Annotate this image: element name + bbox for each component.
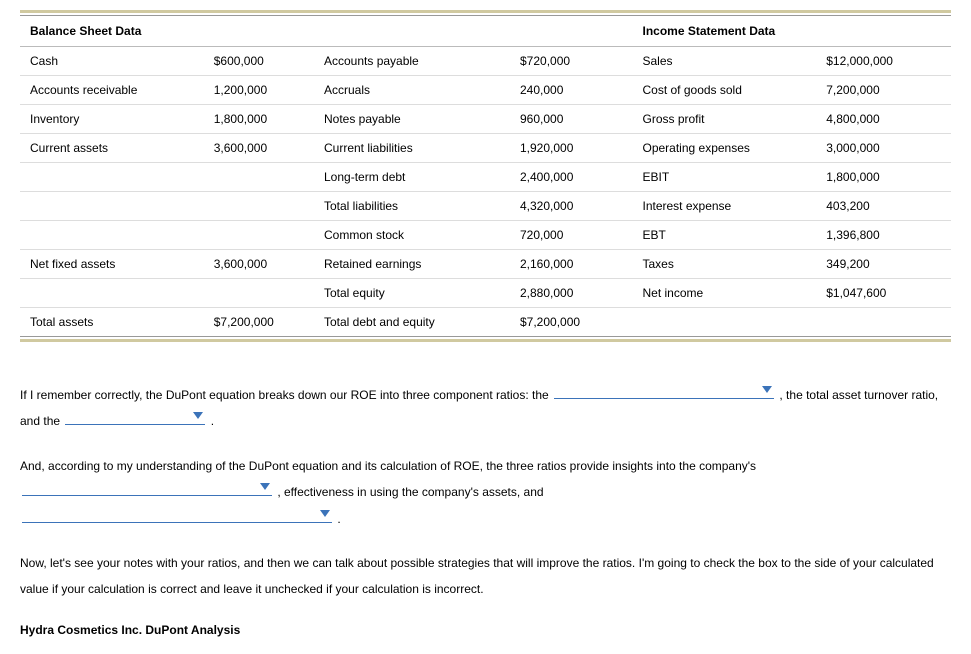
table-cell: Net fixed assets xyxy=(20,250,204,279)
table-cell: 960,000 xyxy=(510,105,633,134)
table-row: Net fixed assets3,600,000Retained earnin… xyxy=(20,250,951,279)
p2-text-1: And, according to my understanding of th… xyxy=(20,459,756,473)
table-cell: Total assets xyxy=(20,308,204,337)
table-cell: Taxes xyxy=(633,250,817,279)
balance-sheet-header: Balance Sheet Data xyxy=(20,16,633,47)
table-cell xyxy=(204,279,314,308)
p2-text-2: , effectiveness in using the company's a… xyxy=(277,485,543,499)
table-cell: Gross profit xyxy=(633,105,817,134)
table-cell: $7,200,000 xyxy=(204,308,314,337)
table-cell: 720,000 xyxy=(510,221,633,250)
table-cell: Net income xyxy=(633,279,817,308)
table-cell xyxy=(816,308,951,337)
dropdown-ratio-2[interactable] xyxy=(65,409,205,425)
table-cell: 2,880,000 xyxy=(510,279,633,308)
table-row: Common stock720,000EBT1,396,800 xyxy=(20,221,951,250)
p2-text-3: . xyxy=(337,512,340,526)
table-cell: 1,800,000 xyxy=(204,105,314,134)
table-cell: 3,600,000 xyxy=(204,134,314,163)
table-cell: 1,200,000 xyxy=(204,76,314,105)
table-cell: Inventory xyxy=(20,105,204,134)
table-cell: 1,920,000 xyxy=(510,134,633,163)
table-cell: 1,800,000 xyxy=(816,163,951,192)
table-cell: EBIT xyxy=(633,163,817,192)
table-cell: Operating expenses xyxy=(633,134,817,163)
table-row: Cash$600,000Accounts payable$720,000Sale… xyxy=(20,47,951,76)
table-cell: Cash xyxy=(20,47,204,76)
table-cell: 3,000,000 xyxy=(816,134,951,163)
table-cell: Accounts receivable xyxy=(20,76,204,105)
table-header-row: Balance Sheet Data Income Statement Data xyxy=(20,16,951,47)
table-cell: 240,000 xyxy=(510,76,633,105)
table-cell: Retained earnings xyxy=(314,250,510,279)
table-cell: 4,800,000 xyxy=(816,105,951,134)
table-cell: Total debt and equity xyxy=(314,308,510,337)
dropdown-ratio-1[interactable] xyxy=(554,383,774,399)
table-cell: 2,400,000 xyxy=(510,163,633,192)
table-cell: 349,200 xyxy=(816,250,951,279)
table-cell xyxy=(20,192,204,221)
table-row: Total equity2,880,000Net income$1,047,60… xyxy=(20,279,951,308)
table-cell: 1,396,800 xyxy=(816,221,951,250)
table-cell: $1,047,600 xyxy=(816,279,951,308)
table-row: Inventory1,800,000Notes payable960,000Gr… xyxy=(20,105,951,134)
table-cell: 403,200 xyxy=(816,192,951,221)
analysis-heading: Hydra Cosmetics Inc. DuPont Analysis xyxy=(20,623,951,637)
table-cell: 7,200,000 xyxy=(816,76,951,105)
chevron-down-icon xyxy=(320,510,330,517)
table-cell: Total liabilities xyxy=(314,192,510,221)
table-cell xyxy=(20,221,204,250)
table-cell: Notes payable xyxy=(314,105,510,134)
table-cell: Long-term debt xyxy=(314,163,510,192)
table-cell xyxy=(204,192,314,221)
chevron-down-icon xyxy=(193,412,203,419)
table-cell: Accruals xyxy=(314,76,510,105)
table-cell xyxy=(204,221,314,250)
table-cell: Accounts payable xyxy=(314,47,510,76)
paragraph-2: And, according to my understanding of th… xyxy=(20,453,951,532)
table-row: Long-term debt2,400,000EBIT1,800,000 xyxy=(20,163,951,192)
chevron-down-icon xyxy=(260,483,270,490)
table-cell xyxy=(20,163,204,192)
financial-data-table: Balance Sheet Data Income Statement Data… xyxy=(20,16,951,336)
income-statement-header: Income Statement Data xyxy=(633,16,952,47)
table-row: Total liabilities4,320,000Interest expen… xyxy=(20,192,951,221)
table-cell: Sales xyxy=(633,47,817,76)
table-cell: Common stock xyxy=(314,221,510,250)
dropdown-insight-1[interactable] xyxy=(22,480,272,496)
table-cell: $12,000,000 xyxy=(816,47,951,76)
table-cell: 2,160,000 xyxy=(510,250,633,279)
table-cell: $720,000 xyxy=(510,47,633,76)
table-cell: Interest expense xyxy=(633,192,817,221)
dropdown-insight-2[interactable] xyxy=(22,507,332,523)
chevron-down-icon xyxy=(762,386,772,393)
financial-table-container: Balance Sheet Data Income Statement Data… xyxy=(20,10,951,342)
table-row: Current assets3,600,000Current liabiliti… xyxy=(20,134,951,163)
table-cell xyxy=(20,279,204,308)
paragraph-3: Now, let's see your notes with your rati… xyxy=(20,550,951,603)
table-row: Total assets$7,200,000Total debt and equ… xyxy=(20,308,951,337)
table-cell: Current liabilities xyxy=(314,134,510,163)
table-cell: Cost of goods sold xyxy=(633,76,817,105)
table-cell: 4,320,000 xyxy=(510,192,633,221)
paragraph-1: If I remember correctly, the DuPont equa… xyxy=(20,382,951,435)
table-cell: Total equity xyxy=(314,279,510,308)
table-cell: 3,600,000 xyxy=(204,250,314,279)
table-cell: Current assets xyxy=(20,134,204,163)
table-cell: $600,000 xyxy=(204,47,314,76)
table-cell: $7,200,000 xyxy=(510,308,633,337)
p1-text-3: . xyxy=(211,414,214,428)
table-cell: EBT xyxy=(633,221,817,250)
p1-text-1: If I remember correctly, the DuPont equa… xyxy=(20,388,552,402)
table-cell xyxy=(633,308,817,337)
table-row: Accounts receivable1,200,000Accruals240,… xyxy=(20,76,951,105)
table-cell xyxy=(204,163,314,192)
